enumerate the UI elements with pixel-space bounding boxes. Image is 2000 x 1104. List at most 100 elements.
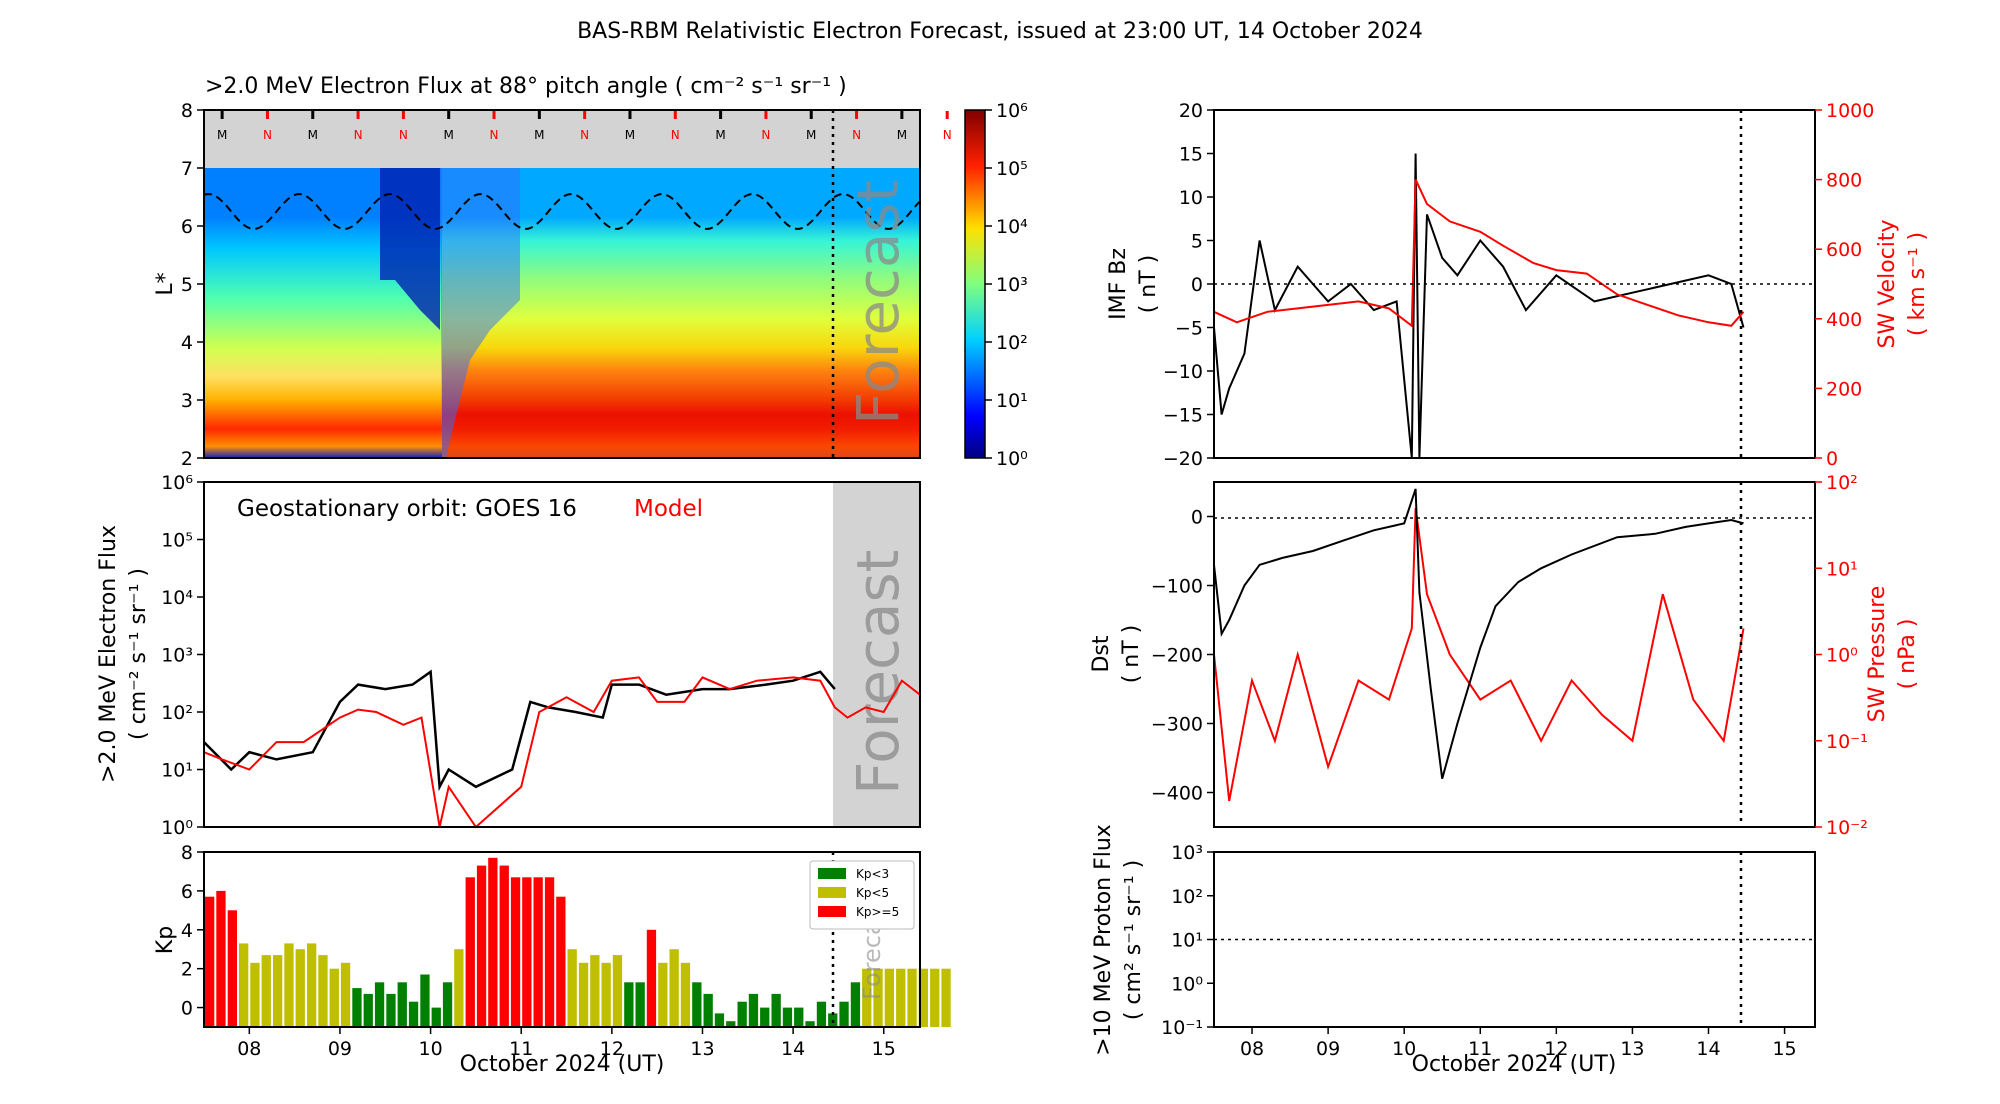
y-tick-label: 10⁻² [1826, 817, 1868, 839]
kp-bar [363, 993, 373, 1027]
kp-bar [499, 865, 509, 1027]
kp-bar [658, 962, 668, 1027]
kp-bar [510, 877, 521, 1027]
mlt-label: M [715, 128, 725, 142]
kp-y-axis: 0 2 4 6 8 [181, 842, 204, 1020]
mlt-label: M [625, 128, 635, 142]
y-tick-label: 10³ [161, 645, 193, 667]
kp-bar [816, 1001, 827, 1027]
y-tick-label: 10⁻¹ [1826, 731, 1868, 753]
dst-y-units: ( nT ) [1119, 625, 1144, 684]
y-tick-label: 0 [181, 998, 193, 1020]
y-tick-label: 10¹ [1171, 930, 1203, 952]
imf-frame [1213, 109, 1816, 459]
goes-y-units: ( cm⁻² s⁻¹ sr⁻¹ ) [126, 568, 151, 740]
y-tick-label: −15 [1163, 405, 1203, 427]
y-tick-label: −5 [1175, 318, 1203, 340]
kp-bar [907, 968, 917, 1027]
x-tick-label: 10 [418, 1038, 442, 1060]
kp-bar [794, 1007, 804, 1027]
goes-forecast-label: Forecast [844, 550, 912, 795]
imf-panel: −20 −15 −10 −5 0 5 10 15 20 0 200 400 600 800 1000 IM… [1106, 100, 1930, 470]
goes-observed-line [203, 669, 836, 792]
mlt-label: M [444, 128, 454, 142]
mlt-label: N [943, 128, 952, 142]
x-tick-label: 11 [509, 1038, 533, 1060]
kp-bar [601, 962, 611, 1027]
kp-bar [748, 993, 759, 1027]
kp-bar [680, 962, 691, 1027]
kp-bar [567, 949, 577, 1027]
kp-bar [307, 943, 317, 1027]
y-tick-label: 600 [1826, 239, 1862, 261]
kp-bar [273, 955, 283, 1027]
proton-y-units: ( cm² s⁻¹ sr⁻¹ ) [1121, 860, 1146, 1020]
kp-bar [624, 982, 634, 1027]
mlt-label: N [354, 128, 363, 142]
kp-bar [941, 968, 951, 1027]
goes-frame [203, 481, 921, 828]
kp-legend-swatch-red [818, 906, 846, 917]
y-tick-label: 10² [161, 702, 193, 724]
x-tick-label: 14 [1696, 1038, 1720, 1060]
y-tick-label: 10³ [1171, 842, 1203, 864]
x-tick-label: 10 [1392, 1038, 1416, 1060]
y-tick-label: 200 [1826, 378, 1862, 400]
y-tick-label: 15 [1179, 144, 1203, 166]
kp-bar [884, 968, 894, 1027]
y-tick-label: 800 [1826, 170, 1862, 192]
y-tick-label: 10⁵ [161, 530, 193, 552]
y-tick-label: 10² [996, 332, 1028, 354]
mlt-label: N [490, 128, 499, 142]
kp-bar [352, 988, 362, 1027]
kp-bar [284, 943, 294, 1027]
kp-legend-swatch-green [818, 868, 846, 879]
kp-bar [669, 949, 679, 1027]
kp-bar [714, 1013, 725, 1027]
colorbar [964, 109, 986, 459]
y-tick-label: 10⁶ [161, 472, 193, 494]
y-tick-label: 10⁴ [161, 587, 193, 609]
y-tick-label: 2 [181, 448, 193, 470]
y-tick-label: −100 [1151, 576, 1203, 598]
goes-panel: Forecast Geostationary orbit: GOES 16 Mo… [96, 472, 921, 839]
x-tick-label: 08 [237, 1038, 261, 1060]
y-tick-label: −400 [1151, 783, 1203, 805]
y-tick-label: 10¹ [161, 760, 193, 782]
goes-y-axis: 10⁰ 10¹ 10² 10³ 10⁴ 10⁵ 10⁶ [161, 472, 204, 839]
mlt-label: N [852, 128, 861, 142]
y-tick-label: 10³ [996, 274, 1028, 296]
kp-bar [544, 877, 555, 1027]
kp-bar [522, 877, 532, 1027]
kp-y-label: Kp [153, 926, 178, 954]
kp-bar [488, 857, 498, 1027]
kp-bar [590, 955, 600, 1027]
mlt-label: N [761, 128, 770, 142]
kp-bar [442, 982, 453, 1027]
heatmap-y-label: L* [153, 272, 178, 295]
mlt-label: M [806, 128, 816, 142]
kp-bar [397, 982, 407, 1027]
dst-y2-label: SW Pressure [1865, 586, 1890, 723]
y-tick-label: 10 [1179, 187, 1203, 209]
mlt-label: N [580, 128, 589, 142]
kp-bar [329, 968, 339, 1027]
kp-legend: Kp<3 Kp<5 Kp>=5 [809, 860, 915, 930]
goes-title: Geostationary orbit: GOES 16 [237, 496, 577, 522]
mlt-label: M [534, 128, 544, 142]
heatmap-y-axis: 2 3 4 5 6 7 8 [181, 100, 204, 470]
y-tick-label: 10⁰ [1826, 645, 1858, 667]
kp-bar [737, 1001, 747, 1027]
y-tick-label: 10² [1826, 472, 1858, 494]
imf-y2-units: ( km s⁻¹ ) [1905, 232, 1930, 336]
imf-bz-line [1213, 153, 1745, 459]
y-tick-label: 2 [181, 959, 193, 981]
kp-bar [612, 955, 623, 1027]
sw-velocity-line [1213, 179, 1745, 328]
kp-x-label: October 2024 (UT) [460, 1052, 665, 1077]
goes-model-line [203, 676, 921, 829]
y-tick-label: 20 [1179, 100, 1203, 122]
heatmap-storm-injection [440, 168, 520, 458]
kp-bar [476, 865, 487, 1027]
